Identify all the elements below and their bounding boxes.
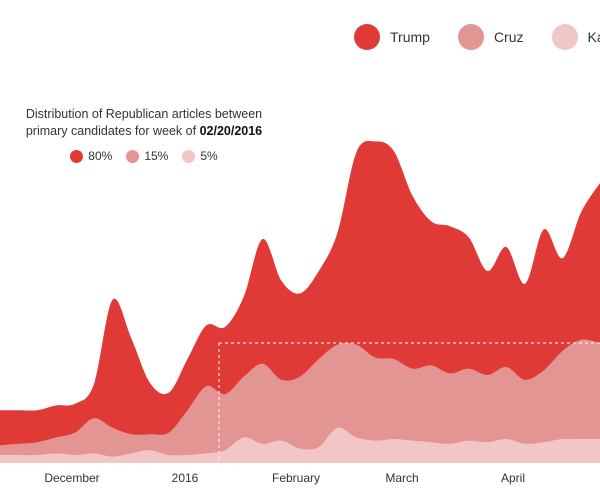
legend-label: Cruz [493, 29, 524, 45]
share-value: 80% [88, 149, 113, 163]
legend-label: Kasich [587, 29, 600, 45]
x-tick-label: April [501, 471, 525, 485]
share-dot-trump [70, 149, 84, 163]
x-tick-label: 2016 [172, 471, 199, 485]
chart-legend: Trump Cruz Kasich [354, 24, 600, 50]
area-kasich[interactable] [0, 427, 600, 463]
share-value: 5% [200, 149, 218, 163]
legend-item-kasich[interactable]: Kasich [551, 24, 600, 50]
legend-swatch-cruz [457, 24, 484, 50]
x-tick-label: February [272, 471, 320, 485]
week-info-text: Distribution of Republican articles betw… [14, 106, 274, 140]
week-shares: 80% 15% 5% [14, 149, 274, 163]
legend-item-cruz[interactable]: Cruz [457, 24, 524, 50]
area-cruz[interactable] [0, 339, 600, 463]
legend-swatch-trump [354, 24, 380, 50]
x-tick-label: March [385, 471, 418, 485]
share-value: 15% [144, 149, 169, 163]
legend-label: Trump [390, 29, 430, 45]
week-description: Distribution of Republican articles betw… [25, 107, 263, 138]
share-dot-cruz [126, 149, 140, 163]
x-tick-label: December [44, 471, 99, 485]
share-dot-kasich [182, 149, 196, 163]
week-info-panel: Distribution of Republican articles betw… [14, 106, 274, 163]
chart-areas [0, 141, 600, 464]
share-trump: 80% [70, 149, 112, 163]
week-date: 02/20/2016 [199, 124, 263, 138]
share-kasich: 5% [182, 149, 218, 163]
share-cruz: 15% [126, 149, 168, 163]
legend-swatch-kasich [551, 24, 578, 50]
legend-item-trump[interactable]: Trump [354, 24, 430, 50]
